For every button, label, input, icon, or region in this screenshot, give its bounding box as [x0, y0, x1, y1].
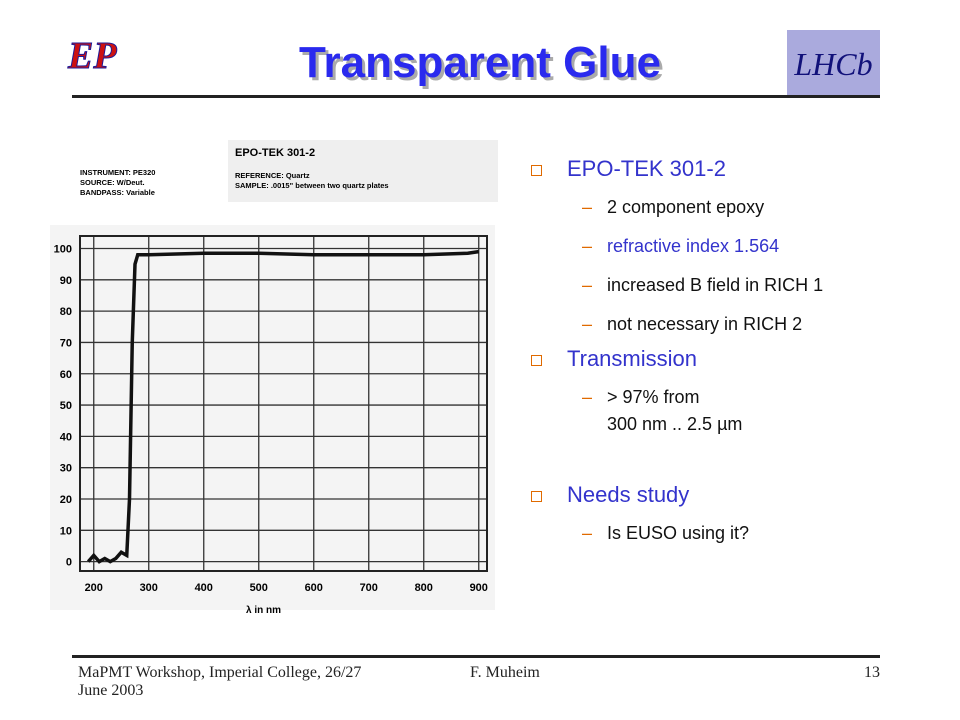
x-tick-label: 800 — [415, 582, 433, 594]
sub-bullet: – refractive index 1.564 — [525, 233, 867, 260]
dash: – — [582, 236, 593, 256]
y-tick-label: 60 — [60, 369, 72, 381]
dash: – — [582, 387, 593, 407]
x-tick-label: 200 — [85, 582, 103, 594]
bullet: EPO-TEK 301-2 — [525, 156, 875, 182]
lhcb-logo: LHCb — [787, 30, 880, 98]
x-tick-label: 400 — [195, 582, 213, 594]
x-tick-label: 700 — [360, 582, 378, 594]
footer-rule — [72, 655, 880, 658]
sub-bullet: – increased B field in RICH 1 — [525, 272, 867, 299]
sub-bullet-text: not necessary in RICH 2 — [607, 314, 803, 334]
note: SOURCE: W/Deut. — [80, 178, 145, 187]
y-tick-label: 20 — [60, 494, 72, 506]
sub-bullet-text: > 97% from — [607, 387, 700, 407]
dash: – — [582, 197, 593, 217]
x-tick-label: 300 — [140, 582, 158, 594]
footer-left: MaPMT Workshop, Imperial College, 26/27 … — [78, 664, 362, 699]
y-tick-label: 80 — [60, 306, 72, 318]
sub-bullet: –2 component epoxy — [525, 194, 867, 221]
x-tick-label: 600 — [305, 582, 323, 594]
y-tick-label: 50 — [60, 400, 72, 412]
slide-title: Transparent Glue — [299, 38, 661, 87]
title-rule — [72, 95, 880, 98]
heading-bg — [228, 140, 498, 202]
sub-bullet-text: 2 component epoxy — [607, 197, 765, 217]
y-tick-label: 10 — [60, 525, 72, 537]
y-tick-label: 70 — [60, 337, 72, 349]
bullet-text: EPO-TEK 301-2 — [567, 156, 726, 181]
note: BANDPASS: Variable — [80, 188, 155, 197]
y-tick-label: 90 — [60, 275, 72, 287]
plot-frame — [79, 235, 488, 572]
y-tick-label: 100 — [54, 244, 72, 256]
footer-center: F. Muheim — [470, 664, 540, 681]
bullet: Transmission — [525, 346, 875, 372]
sub-bullet-text: Is EUSO using it? — [607, 523, 750, 543]
bullet-box — [531, 491, 542, 502]
dash: – — [582, 314, 593, 334]
transmission-curve — [86, 249, 479, 564]
bullet-box — [531, 355, 542, 366]
bullet-text: Transmission — [567, 346, 697, 371]
sub-bullet-text: 300 nm .. 2.5 µm — [607, 414, 743, 434]
footer-right: 13 — [864, 664, 880, 681]
ep-logo: EP — [68, 35, 118, 78]
dash: – — [582, 275, 593, 295]
note: SAMPLE: .0015" between two quartz plates — [235, 181, 389, 190]
figure-heading: EPO-TEK 301-2 — [235, 147, 315, 159]
sub-bullet: – Is EUSO using it? — [525, 520, 867, 547]
sub-bullet: – not necessary in RICH 2 — [525, 311, 867, 338]
bullet-box — [531, 165, 542, 176]
dash: – — [582, 523, 593, 543]
note: INSTRUMENT: PE320 — [80, 168, 155, 177]
bullet-text: Needs study — [567, 482, 690, 507]
bullet: Needs study — [525, 482, 875, 508]
sub-bullet: – > 97% from 300 nm .. 2.5 µm — [525, 384, 867, 438]
scan-bg — [50, 225, 495, 610]
sub-bullet-text: refractive index 1.564 — [607, 236, 780, 256]
x-tick-label: 900 — [470, 582, 488, 594]
y-tick-label: 0 — [66, 557, 72, 569]
x-axis-label: λ in nm — [246, 605, 281, 616]
x-tick-label: 500 — [250, 582, 268, 594]
bullet-list: EPO-TEK 301-2–2 component epoxy – refracti… — [525, 148, 875, 547]
sub-bullet-text: increased B field in RICH 1 — [607, 275, 824, 295]
note: REFERENCE: Quartz — [235, 171, 310, 180]
y-tick-label: 30 — [60, 463, 72, 475]
y-tick-label: 40 — [60, 431, 72, 443]
